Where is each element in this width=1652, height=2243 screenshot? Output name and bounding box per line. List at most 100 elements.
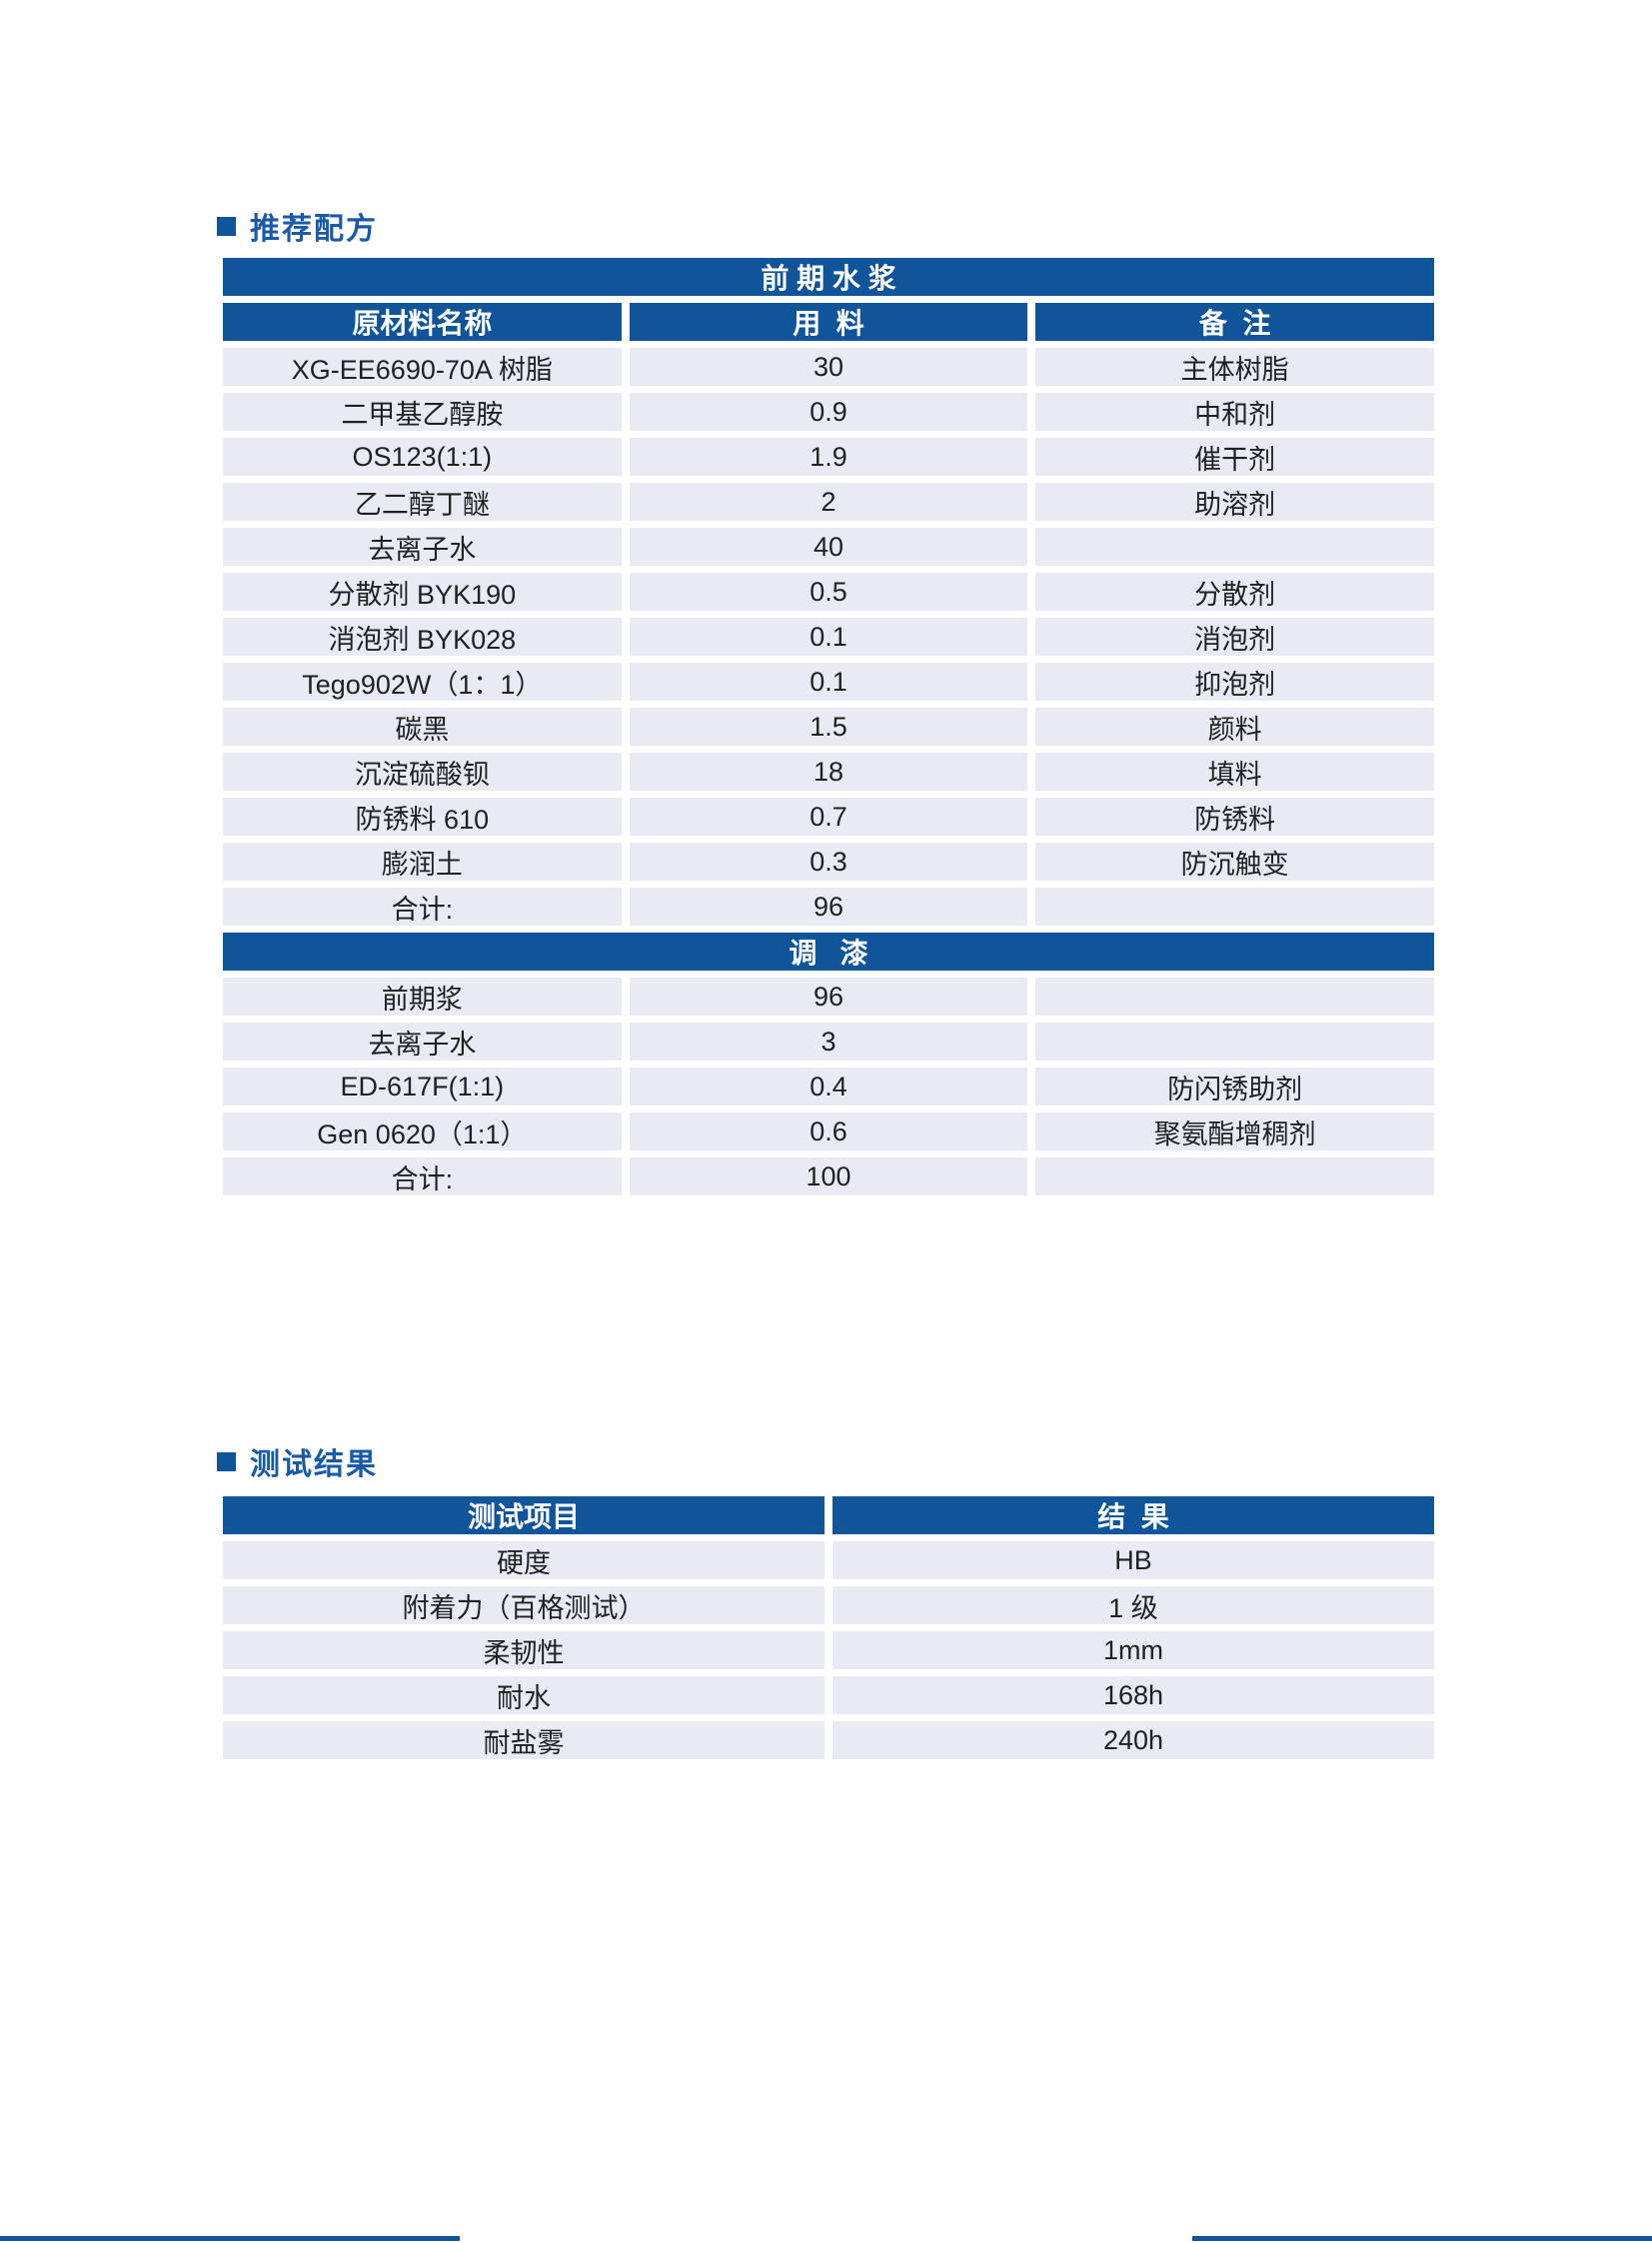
- table-cell: 消泡剂: [1035, 618, 1435, 656]
- table-cell: XG-EE6690-70A 树脂: [223, 348, 622, 386]
- footer-rule-left: [0, 2236, 460, 2241]
- table-cell: 二甲基乙醇胺: [223, 393, 622, 431]
- table-cell: 硬度: [223, 1541, 825, 1579]
- table-row: OS123(1:1) 1.9 催干剂: [223, 438, 1435, 476]
- table-cell: [1035, 1157, 1435, 1195]
- table-row: 合计: 96: [223, 888, 1435, 926]
- table-row: 合计: 100: [223, 1157, 1435, 1195]
- table-cell: 催干剂: [1035, 438, 1435, 476]
- table-cell: 主体树脂: [1035, 348, 1435, 386]
- table-row: 去离子水 3: [223, 1023, 1435, 1061]
- square-bullet-icon: [217, 1451, 236, 1471]
- table-cell: ED-617F(1:1): [223, 1068, 622, 1106]
- table-header-row: 原材料名称 用 料 备 注: [223, 303, 1435, 341]
- column-header-remark: 备 注: [1035, 303, 1435, 341]
- table-cell: 合计:: [223, 1157, 622, 1195]
- table-cell: 1.9: [629, 438, 1028, 476]
- column-header-result: 结 果: [832, 1496, 1434, 1534]
- table-cell: 0.7: [629, 798, 1028, 836]
- table-cell: 防锈料 610: [223, 798, 622, 836]
- section-title-formula: 推荐配方: [250, 213, 378, 246]
- table-row: 膨润土 0.3 防沉触变: [223, 843, 1435, 881]
- table-cell: 0.3: [629, 843, 1028, 881]
- table-cell: 中和剂: [1035, 393, 1435, 431]
- table-cell: 抑泡剂: [1035, 663, 1435, 701]
- column-header-amount: 用 料: [629, 303, 1028, 341]
- column-header-material: 原材料名称: [223, 303, 622, 341]
- table-row: 附着力（百格测试） 1 级: [223, 1586, 1434, 1624]
- table-cell: 0.9: [629, 393, 1028, 431]
- table-group-header-premix: 前 期 水 浆: [223, 258, 1434, 296]
- table-row: 防锈料 610 0.7 防锈料: [223, 798, 1435, 836]
- table-cell: 分散剂 BYK190: [223, 573, 622, 611]
- table-row: 柔韧性 1mm: [223, 1631, 1434, 1669]
- table-cell: 防锈料: [1035, 798, 1435, 836]
- table-group-header-letdown: 调 漆: [223, 933, 1434, 971]
- table-cell: OS123(1:1): [223, 438, 622, 476]
- table-row: 耐盐雾 240h: [223, 1721, 1434, 1759]
- table-cell: 100: [629, 1157, 1028, 1195]
- table-cell: 助溶剂: [1035, 483, 1435, 521]
- table-cell: Gen 0620（1:1）: [223, 1113, 622, 1150]
- table-body-results: 硬度 HB 附着力（百格测试） 1 级柔韧性 1mm 耐水 168h 耐盐雾 240h: [223, 1541, 1434, 1759]
- section-heading-results: 测试结果: [217, 1439, 378, 1483]
- table-cell: 1mm: [832, 1631, 1434, 1669]
- table-cell: 40: [629, 528, 1028, 566]
- column-header-test-item: 测试项目: [223, 1496, 825, 1534]
- table-cell: 附着力（百格测试）: [223, 1586, 825, 1624]
- table-cell: 沉淀硫酸钡: [223, 753, 622, 791]
- table-row: 二甲基乙醇胺 0.9 中和剂: [223, 393, 1435, 431]
- table-row: 耐水 168h: [223, 1676, 1434, 1714]
- table-row: Gen 0620（1:1） 0.6 聚氨酯增稠剂: [223, 1113, 1435, 1150]
- table-cell: 耐水: [223, 1676, 825, 1714]
- table-cell: Tego902W（1：1）: [223, 663, 622, 701]
- table-row: 分散剂 BYK190 0.5 分散剂: [223, 573, 1435, 611]
- table-cell: 柔韧性: [223, 1631, 825, 1669]
- footer-rule-right: [1192, 2236, 1652, 2241]
- table-row: 去离子水 40: [223, 528, 1435, 566]
- table-cell: 防沉触变: [1035, 843, 1435, 881]
- square-bullet-icon: [217, 216, 236, 236]
- table-row: 碳黑 1.5 颜料: [223, 708, 1435, 746]
- table-cell: 0.4: [629, 1068, 1028, 1106]
- table-row: 前期浆 96: [223, 978, 1435, 1016]
- table-row: 沉淀硫酸钡 18 填料: [223, 753, 1435, 791]
- table-row: 乙二醇丁醚 2 助溶剂: [223, 483, 1435, 521]
- table-cell: 18: [629, 753, 1028, 791]
- table-header-row: 测试项目 结 果: [223, 1496, 1434, 1534]
- table-cell: 防闪锈助剂: [1035, 1068, 1435, 1106]
- results-table: 测试项目 结 果 硬度 HB 附着力（百格测试） 1 级柔韧性 1mm 耐水 168h 耐盐雾…: [223, 1496, 1434, 1759]
- table-cell: [1035, 1023, 1435, 1061]
- table-row: 消泡剂 BYK028 0.1 消泡剂: [223, 618, 1435, 656]
- table-cell: HB: [832, 1541, 1434, 1579]
- table-cell: 30: [629, 348, 1028, 386]
- table-cell: 填料: [1035, 753, 1435, 791]
- table-cell: 96: [629, 978, 1028, 1016]
- table-cell: 分散剂: [1035, 573, 1435, 611]
- table-cell: 1.5: [629, 708, 1028, 746]
- table-body-premix: XG-EE6690-70A 树脂 30 主体树脂 二甲基乙醇胺 0.9 中和剂 OS123(…: [223, 348, 1435, 926]
- table-cell: 96: [629, 888, 1028, 926]
- table-cell: 0.1: [629, 618, 1028, 656]
- table-body-letdown: 前期浆 96 去离子水 3 ED-617F(1:1) 0.4 防闪锈助剂 Gen 0620（1…: [223, 978, 1435, 1195]
- table-cell: 0.6: [629, 1113, 1028, 1150]
- table-cell: 前期浆: [223, 978, 622, 1016]
- table-cell: 消泡剂 BYK028: [223, 618, 622, 656]
- table-row: XG-EE6690-70A 树脂 30 主体树脂: [223, 348, 1435, 386]
- section-title-results: 测试结果: [250, 1448, 378, 1481]
- table-cell: 去离子水: [223, 528, 622, 566]
- table-cell: [1035, 528, 1435, 566]
- table-cell: 0.1: [629, 663, 1028, 701]
- table-cell: 240h: [832, 1721, 1434, 1759]
- table-cell: [1035, 888, 1435, 926]
- table-cell: [1035, 978, 1435, 1016]
- table-cell: 耐盐雾: [223, 1721, 825, 1759]
- table-row: Tego902W（1：1） 0.1 抑泡剂: [223, 663, 1435, 701]
- table-cell: 聚氨酯增稠剂: [1035, 1113, 1435, 1150]
- table-cell: 碳黑: [223, 708, 622, 746]
- table-row: ED-617F(1:1) 0.4 防闪锈助剂: [223, 1068, 1435, 1106]
- table-cell: 1 级: [832, 1586, 1434, 1624]
- table-cell: 乙二醇丁醚: [223, 483, 622, 521]
- table-cell: 颜料: [1035, 708, 1435, 746]
